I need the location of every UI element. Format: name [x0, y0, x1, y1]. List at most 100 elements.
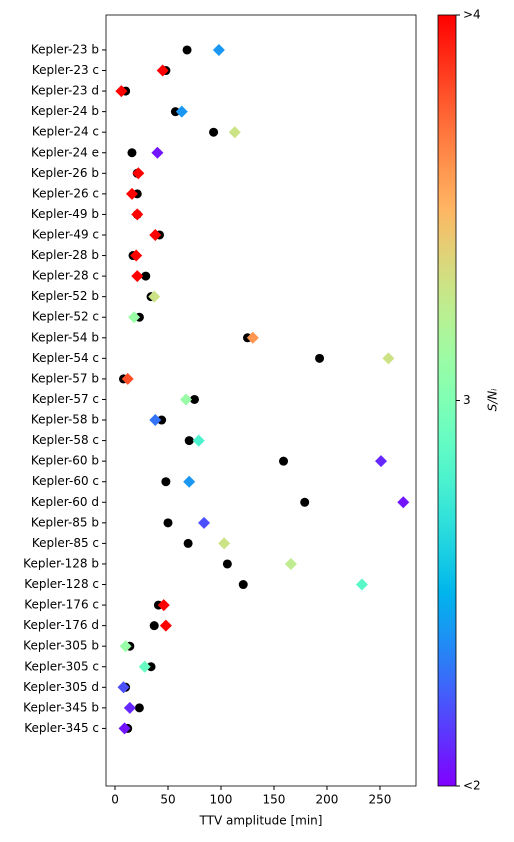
circle-point [170, 107, 180, 117]
diamond-point [382, 352, 395, 365]
y-tick-label: Kepler-54 c [32, 351, 99, 365]
y-tick-label: Kepler-24 b [31, 104, 99, 118]
y-tick-label: Kepler-58 b [31, 413, 99, 427]
circle-point [146, 662, 156, 672]
y-tick-label: Kepler-24 e [31, 145, 99, 159]
y-tick-label: Kepler-49 c [32, 227, 99, 241]
x-axis-label: TTV amplitude [min] [199, 814, 323, 828]
diamond-point [157, 599, 170, 612]
y-tick-label: Kepler-128 b [23, 556, 99, 570]
y-tick-label: Kepler-85 c [32, 536, 99, 550]
diamond-point [183, 475, 196, 488]
y-tick-label: Kepler-49 b [31, 207, 99, 221]
colorbar-tick-label: >4 [463, 8, 481, 22]
x-tick-label: 0 [111, 793, 119, 807]
y-tick-label: Kepler-305 c [24, 659, 99, 673]
circle-point [209, 127, 219, 137]
diamond-point [131, 208, 144, 221]
y-tick-label: Kepler-60 d [31, 495, 99, 509]
circle-point [157, 415, 167, 425]
y-tick-label: Kepler-60 b [31, 454, 99, 468]
y-tick-label: Kepler-57 c [32, 392, 99, 406]
x-tick-label: 250 [369, 793, 392, 807]
diamond-point [156, 64, 169, 77]
y-tick-label: Kepler-24 c [32, 125, 99, 139]
y-tick-label: Kepler-57 b [31, 371, 99, 385]
y-tick-label: Kepler-52 c [32, 310, 99, 324]
diamond-point [180, 393, 193, 406]
circle-point [315, 353, 325, 363]
diamond-point [284, 557, 297, 570]
y-tick-label: Kepler-60 c [32, 474, 99, 488]
y-tick-label: Kepler-23 c [32, 63, 99, 77]
diamond-point [375, 455, 388, 468]
diamond-point [397, 496, 410, 509]
circle-point [141, 271, 151, 281]
y-tick-label: Kepler-176 c [24, 598, 99, 612]
diamond-point [175, 105, 188, 118]
y-tick-label: Kepler-305 b [23, 639, 99, 653]
diamond-point [119, 640, 132, 653]
circle-point [189, 394, 199, 404]
y-tick-label: Kepler-54 b [31, 330, 99, 344]
y-tick-label: Kepler-58 c [32, 433, 99, 447]
y-tick-label: Kepler-23 b [31, 42, 99, 56]
diamond-point [159, 619, 172, 632]
circle-point [183, 538, 193, 548]
diamond-point [192, 434, 205, 447]
diamond-point [131, 270, 144, 283]
colorbar [437, 14, 457, 787]
diamond-point [355, 578, 368, 591]
colorbar-tick-label: 3 [463, 393, 471, 407]
diamond-point [212, 43, 225, 56]
circle-point [222, 559, 232, 569]
diamond-point [130, 249, 143, 262]
y-tick-label: Kepler-26 c [32, 186, 99, 200]
diamond-point [118, 722, 131, 735]
diamond-point [123, 701, 136, 714]
circle-point [134, 703, 144, 713]
plot-frame [105, 14, 417, 787]
y-tick-label: Kepler-128 c [24, 577, 99, 591]
x-tick-label: 150 [263, 793, 286, 807]
y-tick-label: Kepler-345 c [24, 721, 99, 735]
circle-point [279, 456, 289, 466]
diamond-point [138, 660, 151, 673]
diamond-point [198, 516, 211, 529]
circle-point [149, 621, 159, 631]
diamond-point [125, 187, 138, 200]
x-tick-label: 100 [210, 793, 233, 807]
diamond-point [128, 311, 141, 324]
diamond-point [228, 126, 241, 139]
x-tick-label: 200 [316, 793, 339, 807]
y-tick-label: Kepler-28 b [31, 248, 99, 262]
y-tick-label: Kepler-28 c [32, 269, 99, 283]
diamond-point [121, 372, 134, 385]
diamond-point [218, 537, 231, 550]
y-tick-label: Kepler-345 b [23, 700, 99, 714]
diamond-point [149, 414, 162, 427]
y-tick-label: Kepler-85 b [31, 515, 99, 529]
circle-point [300, 497, 310, 507]
diamond-point [246, 331, 259, 344]
y-tick-label: Kepler-26 b [31, 166, 99, 180]
diamond-point [149, 228, 162, 241]
y-tick-label: Kepler-52 b [31, 289, 99, 303]
circle-point [163, 518, 173, 528]
diamond-point [117, 681, 130, 694]
diamond-point [148, 290, 161, 303]
colorbar-label: S/Nᵢ [486, 389, 500, 412]
diamond-point [151, 146, 164, 159]
circle-point [182, 45, 192, 55]
circle-point [184, 436, 194, 446]
circle-point [161, 477, 171, 487]
x-tick-label: 50 [160, 793, 175, 807]
diamond-point [115, 85, 128, 98]
diamond-point [132, 167, 145, 180]
colorbar-tick-label: <2 [463, 779, 481, 793]
y-tick-label: Kepler-305 d [23, 680, 99, 694]
y-tick-label: Kepler-176 d [23, 618, 99, 632]
y-tick-label: Kepler-23 d [31, 84, 99, 98]
